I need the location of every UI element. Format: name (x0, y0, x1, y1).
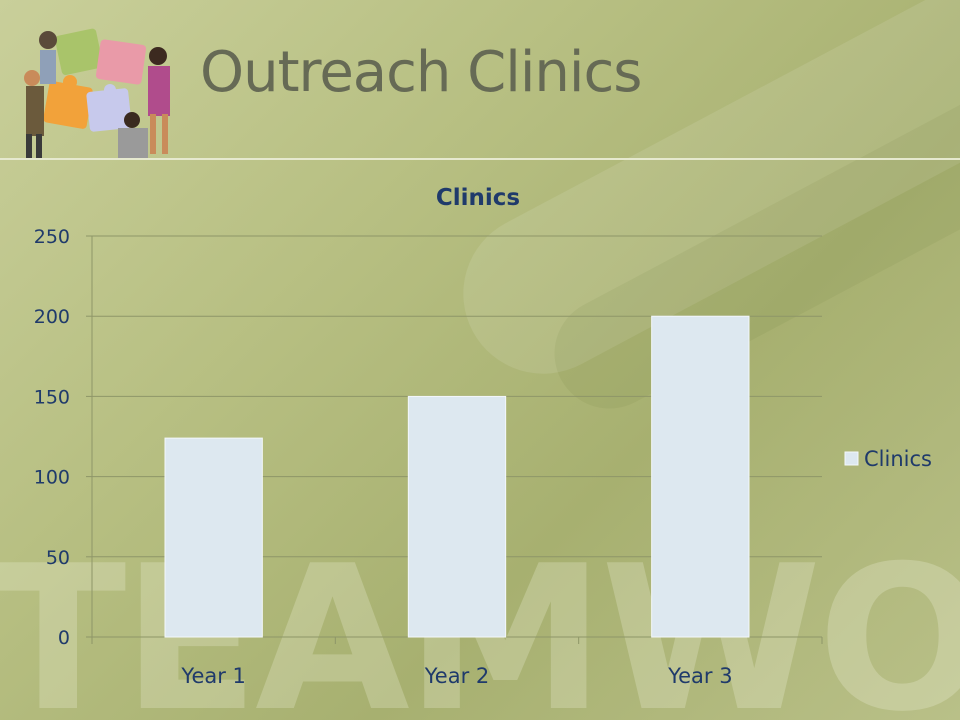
y-tick-label: 50 (46, 547, 70, 569)
title-divider (0, 158, 178, 160)
slide-title: Outreach Clinics (200, 40, 642, 105)
bar (407, 395, 507, 638)
title-divider (178, 158, 960, 160)
legend-label: Clinics (864, 447, 932, 471)
y-tick-label: 250 (34, 226, 70, 248)
chart-title: Clinics (436, 185, 520, 211)
y-tick-label: 150 (34, 386, 70, 408)
puzzle-people-icon (24, 28, 170, 158)
bar (164, 437, 263, 638)
axis-labels: 0 50 100 150 200 250 Year 1 Year 2 Year 3 (34, 226, 733, 688)
legend: Clinics (844, 447, 932, 471)
legend-swatch (844, 451, 859, 466)
y-tick-label: 100 (34, 467, 70, 489)
y-tick-label: 0 (58, 627, 70, 649)
bars (164, 315, 750, 638)
y-tick-label: 200 (34, 306, 70, 328)
bar (651, 315, 750, 638)
x-tick-label: Year 1 (180, 664, 246, 688)
x-tick-label: Year 3 (667, 664, 733, 688)
x-tick-label: Year 2 (424, 664, 490, 688)
